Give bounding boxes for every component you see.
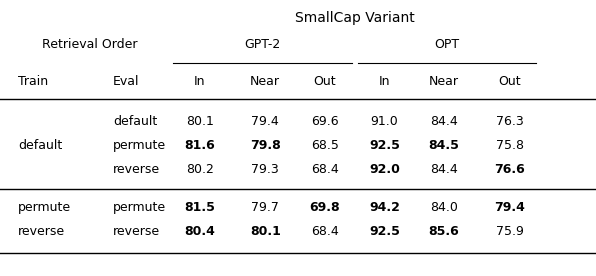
Text: 75.9: 75.9 bbox=[496, 225, 523, 238]
Text: 84.0: 84.0 bbox=[430, 201, 458, 214]
Text: 68.4: 68.4 bbox=[311, 163, 339, 176]
Text: 84.4: 84.4 bbox=[430, 115, 458, 129]
Text: In: In bbox=[378, 75, 390, 88]
Text: GPT-2: GPT-2 bbox=[244, 38, 280, 52]
Text: 80.4: 80.4 bbox=[184, 225, 215, 238]
Text: default: default bbox=[113, 115, 157, 129]
Text: SmallCap Variant: SmallCap Variant bbox=[295, 11, 414, 25]
Text: 68.5: 68.5 bbox=[311, 139, 339, 152]
Text: 79.4: 79.4 bbox=[252, 115, 279, 129]
Text: Train: Train bbox=[18, 75, 48, 88]
Text: 79.4: 79.4 bbox=[494, 201, 525, 214]
Text: reverse: reverse bbox=[113, 163, 160, 176]
Text: 79.3: 79.3 bbox=[252, 163, 279, 176]
Text: 92.0: 92.0 bbox=[369, 163, 400, 176]
Text: 75.8: 75.8 bbox=[496, 139, 523, 152]
Text: 85.6: 85.6 bbox=[429, 225, 460, 238]
Text: 76.6: 76.6 bbox=[494, 163, 525, 176]
Text: 81.6: 81.6 bbox=[184, 139, 215, 152]
Text: In: In bbox=[194, 75, 206, 88]
Text: Near: Near bbox=[250, 75, 280, 88]
Text: 69.6: 69.6 bbox=[311, 115, 339, 129]
Text: 79.7: 79.7 bbox=[252, 201, 279, 214]
Text: Out: Out bbox=[313, 75, 336, 88]
Text: 80.1: 80.1 bbox=[186, 115, 213, 129]
Text: 84.5: 84.5 bbox=[429, 139, 460, 152]
Text: 68.4: 68.4 bbox=[311, 225, 339, 238]
Text: reverse: reverse bbox=[18, 225, 65, 238]
Text: permute: permute bbox=[113, 139, 166, 152]
Text: 79.8: 79.8 bbox=[250, 139, 281, 152]
Text: 91.0: 91.0 bbox=[371, 115, 398, 129]
Text: 84.4: 84.4 bbox=[430, 163, 458, 176]
Text: Near: Near bbox=[429, 75, 459, 88]
Text: 94.2: 94.2 bbox=[369, 201, 400, 214]
Text: 76.3: 76.3 bbox=[496, 115, 523, 129]
Text: 80.2: 80.2 bbox=[186, 163, 213, 176]
Text: 81.5: 81.5 bbox=[184, 201, 215, 214]
Text: default: default bbox=[18, 139, 62, 152]
Text: 80.1: 80.1 bbox=[250, 225, 281, 238]
Text: reverse: reverse bbox=[113, 225, 160, 238]
Text: OPT: OPT bbox=[434, 38, 460, 52]
Text: 69.8: 69.8 bbox=[309, 201, 340, 214]
Text: 92.5: 92.5 bbox=[369, 139, 400, 152]
Text: Retrieval Order: Retrieval Order bbox=[42, 38, 137, 52]
Text: Eval: Eval bbox=[113, 75, 139, 88]
Text: permute: permute bbox=[18, 201, 71, 214]
Text: Out: Out bbox=[498, 75, 521, 88]
Text: permute: permute bbox=[113, 201, 166, 214]
Text: 92.5: 92.5 bbox=[369, 225, 400, 238]
